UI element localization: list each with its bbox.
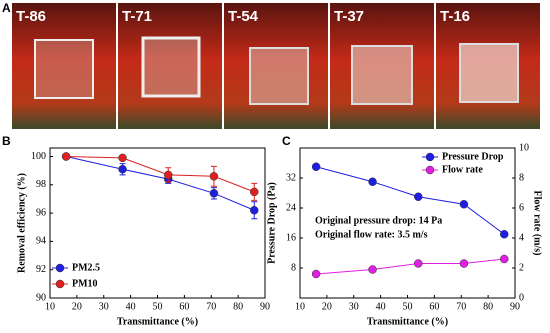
annotation: Original pressure drop: 14 Pa	[315, 215, 442, 226]
x-tick-label: 90	[510, 301, 520, 312]
x-axis-label: Transmittance (%)	[117, 316, 198, 327]
x-tick-label: 30	[99, 301, 109, 312]
point	[209, 189, 219, 198]
point	[250, 187, 259, 197]
x-tick-label: 60	[179, 301, 189, 312]
series-line	[66, 155, 255, 193]
legend-marker	[55, 263, 65, 273]
y-axis-label: Pressure Drop (Pa)	[266, 182, 277, 264]
series-line	[66, 156, 255, 211]
point	[500, 254, 509, 264]
y2-tick-label: 4	[519, 232, 524, 243]
y-tick-label: 92	[36, 264, 46, 275]
film	[141, 36, 201, 98]
x-axis-label: Transmittance (%)	[367, 316, 448, 327]
film	[459, 43, 519, 103]
legend-label: Pressure Drop	[442, 151, 504, 162]
y-tick-label: 16	[286, 232, 296, 243]
photo-caption: T-16	[440, 8, 470, 25]
point	[414, 192, 423, 201]
legend-label: PM2.5	[72, 262, 100, 273]
x-tick-label: 50	[153, 301, 163, 312]
x-tick-label: 70	[456, 301, 466, 312]
y-tick-label: 90	[36, 292, 46, 303]
panel-label: A	[2, 1, 11, 15]
legend-label: PM10	[72, 278, 98, 289]
point	[459, 259, 469, 268]
photo	[12, 3, 116, 129]
x-tick-label: 60	[429, 301, 439, 312]
x-tick-label: 80	[483, 301, 493, 312]
x-tick-label: 90	[260, 301, 270, 312]
point	[61, 152, 71, 161]
photo-caption: T-71	[122, 8, 152, 25]
point	[209, 172, 219, 181]
y-tick-label: 32	[286, 172, 296, 183]
photo-caption: T-86	[16, 8, 46, 25]
y-tick-label: 96	[36, 207, 46, 218]
x-tick-label: 30	[349, 301, 359, 312]
point	[164, 170, 173, 180]
x-tick-label: 80	[233, 301, 243, 312]
legend-marker	[425, 165, 435, 175]
y2-tick-label: 0	[519, 292, 524, 303]
y2-tick-label: 2	[519, 262, 524, 273]
point	[368, 177, 377, 186]
series-line	[316, 258, 505, 275]
point	[414, 259, 423, 268]
photo-caption: T-54	[228, 8, 259, 25]
y2-tick-label: 10	[519, 142, 529, 153]
y2-tick-label: 6	[519, 202, 524, 213]
y-tick-label: 94	[36, 236, 46, 247]
y-tick-label: 98	[36, 179, 46, 190]
photo-strip: A T-86 T-71 T-54 T-37 T-16	[2, 1, 540, 129]
panel-label: C	[282, 134, 291, 148]
film	[34, 39, 94, 99]
y2-axis-label: Flow rate (m/s)	[532, 191, 543, 256]
y-tick-label: 24	[286, 202, 296, 213]
photo-caption: T-37	[334, 8, 364, 25]
point	[311, 162, 321, 171]
point	[311, 269, 321, 279]
x-tick-label: 70	[206, 301, 216, 312]
y-axis-label: Removal efficiency (%)	[16, 173, 27, 273]
point	[500, 230, 509, 239]
annotation: Original flow rate: 3.5 m/s	[315, 229, 428, 240]
photo	[118, 3, 222, 129]
legend-label: Flow rate	[442, 164, 483, 175]
y-tick-label: 8	[291, 262, 296, 273]
x-tick-label: 10	[45, 301, 55, 312]
film	[351, 45, 413, 105]
y2-tick-label: 8	[519, 172, 524, 183]
panel-label: B	[2, 134, 11, 148]
x-tick-label: 10	[295, 301, 305, 312]
y-tick-label: 100	[31, 151, 46, 162]
legend-marker	[425, 152, 435, 162]
point	[250, 206, 259, 215]
point	[368, 265, 377, 274]
x-tick-label: 50	[403, 301, 413, 312]
x-tick-label: 40	[376, 301, 386, 312]
legend-marker	[55, 279, 65, 289]
point	[118, 153, 127, 163]
x-tick-label: 20	[322, 301, 332, 312]
x-tick-label: 20	[72, 301, 82, 312]
film	[249, 47, 309, 105]
point	[459, 200, 469, 209]
x-tick-label: 40	[126, 301, 136, 312]
point	[118, 164, 127, 174]
